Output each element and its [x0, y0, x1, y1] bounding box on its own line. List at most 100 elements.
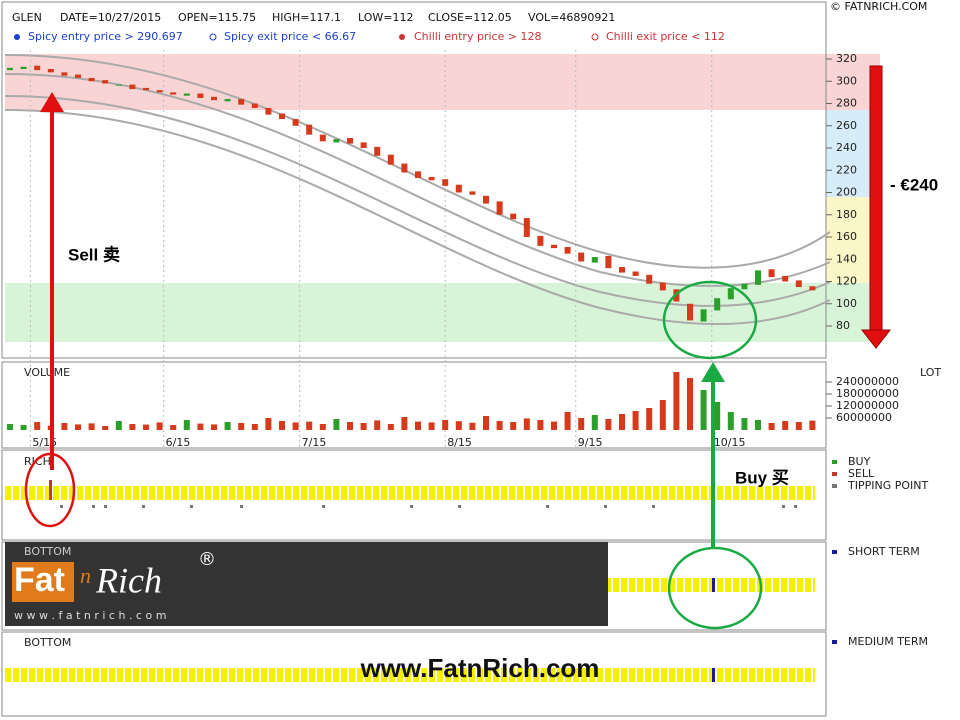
- volume-bar: [34, 422, 41, 430]
- y-tick-label: 280: [836, 97, 857, 110]
- candle: [387, 154, 394, 165]
- legend-item: Spicy exit price < 66.67: [224, 30, 356, 43]
- volume-bar: [7, 424, 13, 430]
- candle: [360, 142, 367, 148]
- y-tick-label: 240000000: [836, 375, 899, 388]
- candle: [523, 218, 530, 237]
- volume-bar: [591, 415, 598, 430]
- candle: [102, 80, 109, 84]
- volume-bar: [292, 422, 299, 430]
- candle: [197, 93, 204, 98]
- volume-bar: [510, 422, 517, 430]
- candle: [211, 96, 217, 101]
- zone: [5, 283, 880, 342]
- volume-bar: [143, 424, 149, 430]
- volume-bar: [619, 414, 625, 430]
- volume-bar: [727, 412, 734, 430]
- candle: [510, 213, 517, 220]
- candle: [619, 267, 625, 273]
- channel: [4, 54, 831, 325]
- candle: [646, 274, 653, 284]
- candle: [578, 252, 585, 262]
- y-tick-label: 300: [836, 74, 857, 87]
- candle: [306, 124, 313, 135]
- volume-bar: [279, 421, 285, 430]
- volume-bar: [197, 423, 204, 430]
- x-tick-label: 10/15: [714, 436, 746, 449]
- volume-bar: [333, 419, 340, 430]
- candle: [115, 84, 122, 86]
- annotation-arrows: [24, 65, 892, 630]
- volume-bar: [755, 420, 761, 430]
- y-tick-label: 160: [836, 230, 857, 243]
- volume-bar: [455, 421, 462, 430]
- candle: [61, 72, 68, 76]
- volume-bar: [211, 424, 217, 430]
- y-tick-label: 220: [836, 163, 857, 176]
- legend-swatch: [832, 640, 837, 644]
- y-tick-label: 180000000: [836, 387, 899, 400]
- volume-bar: [374, 420, 381, 430]
- candle: [415, 171, 421, 179]
- buy-label: Buy 买: [735, 468, 789, 487]
- open: OPEN=115.75: [178, 11, 256, 24]
- candle: [47, 69, 54, 73]
- candle: [88, 77, 95, 82]
- volume-bar: [115, 421, 122, 430]
- legend-item: MEDIUM TERM: [848, 635, 928, 648]
- volume-bar: [401, 417, 408, 430]
- x-tick-label: 9/15: [578, 436, 603, 449]
- volume-bar: [415, 421, 421, 430]
- candle: [292, 119, 299, 126]
- legend-item: Chilli entry price > 128: [414, 30, 542, 43]
- panel-label: BOTTOM: [24, 636, 71, 649]
- volume-bar: [360, 423, 367, 430]
- panel-label: RICH: [24, 455, 51, 468]
- x-tick-label: 7/15: [302, 436, 327, 449]
- y-tick-label: 140: [836, 252, 857, 265]
- candle: [20, 66, 27, 70]
- volume-bar: [795, 422, 802, 430]
- logo-box: [5, 542, 608, 626]
- candle: [75, 74, 81, 78]
- volume-bar: [170, 425, 177, 430]
- candle: [347, 137, 353, 144]
- legend-item: TIPPING POINT: [847, 479, 928, 492]
- volume-bar: [88, 423, 95, 430]
- candle: [483, 195, 489, 204]
- x-tick-label: 6/15: [166, 436, 191, 449]
- legend-item: SELL: [848, 467, 875, 480]
- legend-item: BUY: [848, 455, 871, 468]
- sell-label: Sell 卖: [68, 244, 120, 264]
- volume-axis-label: LOT: [920, 366, 941, 379]
- copyright: © FATNRICH.COM: [830, 0, 927, 13]
- candle: [700, 309, 707, 322]
- volume-bar: [687, 378, 693, 430]
- legend-swatch: [832, 472, 837, 476]
- volume-bar: [251, 424, 258, 430]
- candle: [551, 244, 557, 249]
- volume-title: VOLUME: [24, 366, 70, 379]
- low: LOW=112: [358, 11, 413, 24]
- candle: [183, 93, 190, 96]
- volume-bar: [265, 418, 272, 430]
- candle: [374, 146, 381, 156]
- volume-bar: [75, 424, 81, 430]
- logo-n: n: [80, 563, 91, 588]
- y-tick-label: 120000000: [836, 399, 899, 412]
- volume-bar: [809, 420, 816, 430]
- candle: [333, 139, 340, 143]
- candle: [129, 84, 136, 90]
- legend-dot: [591, 33, 599, 41]
- volume-bar: [673, 372, 680, 430]
- candle: [591, 257, 598, 263]
- volume-bar: [605, 419, 612, 430]
- volume-bar: [700, 390, 707, 430]
- y-tick-label: 180: [836, 208, 857, 221]
- y-tick-label: 80: [836, 319, 850, 332]
- candle: [659, 282, 666, 291]
- volume-bar: [646, 408, 653, 430]
- candle: [224, 99, 231, 102]
- logo-mark: [12, 562, 74, 602]
